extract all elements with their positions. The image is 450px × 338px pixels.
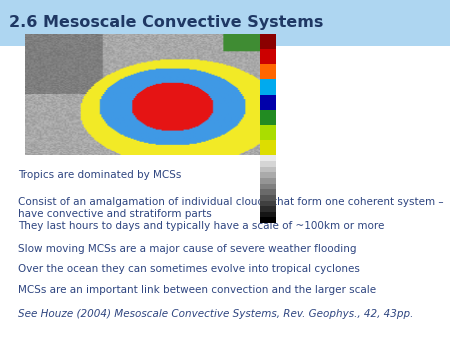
Bar: [260, 49, 276, 64]
Bar: [260, 217, 276, 223]
Bar: [260, 64, 276, 79]
Bar: [260, 189, 276, 195]
Text: Over the ocean they can sometimes evolve into tropical cyclones: Over the ocean they can sometimes evolve…: [18, 264, 360, 274]
Bar: [260, 178, 276, 184]
Text: 2.6 Mesoscale Convective Systems: 2.6 Mesoscale Convective Systems: [9, 15, 324, 30]
Bar: [260, 110, 276, 125]
Text: MCSs are an important link between convection and the larger scale: MCSs are an important link between conve…: [18, 285, 376, 295]
Text: Slow moving MCSs are a major cause of severe weather flooding: Slow moving MCSs are a major cause of se…: [18, 244, 356, 254]
Bar: [260, 140, 276, 155]
Bar: [260, 172, 276, 178]
Bar: [260, 34, 276, 49]
Bar: [0, 0, 450, 46]
Bar: [260, 79, 276, 95]
Bar: [260, 195, 276, 200]
Text: They last hours to days and typically have a scale of ~100km or more: They last hours to days and typically ha…: [18, 221, 384, 232]
Bar: [260, 155, 276, 161]
Text: Consist of an amalgamation of individual clouds that form one coherent system –
: Consist of an amalgamation of individual…: [18, 197, 444, 219]
Bar: [260, 212, 276, 217]
Bar: [260, 161, 276, 167]
Bar: [260, 184, 276, 189]
Bar: [260, 206, 276, 212]
Bar: [260, 167, 276, 172]
Text: Tropics are dominated by MCSs: Tropics are dominated by MCSs: [18, 170, 181, 180]
Bar: [260, 200, 276, 206]
Bar: [260, 95, 276, 110]
Text: See Houze (2004) Mesoscale Convective Systems, Rev. Geophys., 42, 43pp.: See Houze (2004) Mesoscale Convective Sy…: [18, 309, 414, 319]
Bar: [260, 125, 276, 140]
